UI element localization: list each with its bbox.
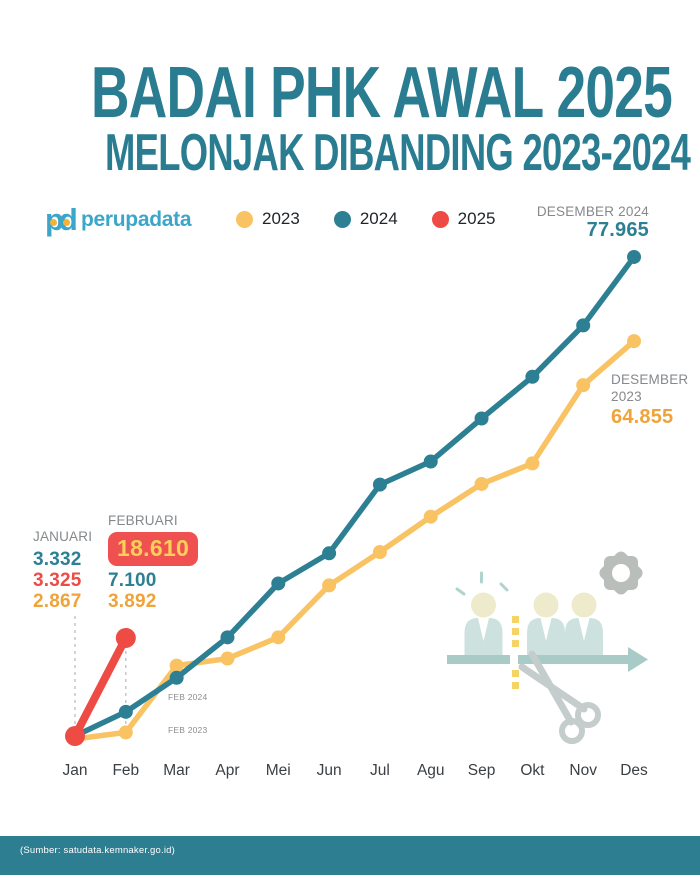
februari-annotation: FEBRUARI 18.610 7.100 3.892 xyxy=(108,512,199,612)
feb-2024-value: 7.100 xyxy=(108,570,157,591)
point-2024-Jun xyxy=(322,546,337,561)
point-2024-Jul xyxy=(372,477,387,492)
point-2023-Nov xyxy=(576,378,591,393)
point-2024-Nov xyxy=(576,318,591,333)
x-axis-label-feb: Feb xyxy=(112,762,140,779)
point-2024-Apr xyxy=(220,630,235,645)
legend-item-2025: 2025 xyxy=(431,209,495,229)
x-axis-label-des: Des xyxy=(620,762,648,779)
page-title-line2: MELONJAK DIBANDING 2023-2024 xyxy=(105,124,691,182)
point-2023-Jun xyxy=(322,578,337,593)
point-2024-Feb xyxy=(118,704,133,719)
desember-2023-annotation: DESEMBER 2023 64.855 xyxy=(611,372,689,428)
point-2023-Agu xyxy=(423,509,438,524)
point-2024-Sep xyxy=(474,411,489,426)
point-2023-Sep xyxy=(474,476,489,491)
cut-line-icon xyxy=(512,616,519,689)
x-axis-label-mei: Mei xyxy=(265,762,291,779)
x-axis-label-nov: Nov xyxy=(569,762,597,779)
scissors-icon xyxy=(518,650,601,744)
feb-2024-marker: FEB 2024 xyxy=(168,692,208,702)
footer-bar: (Sumber: satudata.kemnaker.go.id) xyxy=(0,836,700,875)
legend-item-2024: 2024 xyxy=(333,209,398,229)
jan-2023-value: 2.867 xyxy=(33,591,82,612)
point-2024-Mar xyxy=(169,670,184,685)
point-2023-Okt xyxy=(525,456,540,471)
januari-annotation: JANUARI 3.332 3.325 2.867 xyxy=(33,529,93,612)
brand-logo: pd perupadata xyxy=(45,202,192,237)
workers-icon xyxy=(464,592,603,655)
point-2023-Feb xyxy=(118,725,133,740)
x-axis-label-mar: Mar xyxy=(163,762,190,779)
brand-name: perupadata xyxy=(81,208,192,231)
page-title-line1: BADAI PHK AWAL 2025 xyxy=(91,53,673,133)
feb-2023-marker: FEB 2023 xyxy=(168,725,208,735)
point-2023-Mei xyxy=(271,630,286,645)
x-axis-label-okt: Okt xyxy=(520,762,545,779)
point-2024-Des xyxy=(627,249,642,264)
point-2024-Agu xyxy=(423,454,438,469)
legend-dot-2025 xyxy=(431,210,449,228)
feb-2025-highlight-badge: 18.610 xyxy=(108,532,199,566)
point-2023-Jul xyxy=(372,544,387,559)
x-axis-label-jan: Jan xyxy=(62,762,88,779)
feb-2025-value: 18.610 xyxy=(117,535,190,561)
legend-item-2023: 2023 xyxy=(236,209,300,229)
x-axis-label-apr: Apr xyxy=(215,762,240,779)
legend-dot-2024 xyxy=(333,210,351,228)
legend: 2023 2024 2025 xyxy=(236,209,495,229)
source-text: (Sumber: satudata.kemnaker.go.id) xyxy=(20,845,175,856)
jan-2025-value: 3.325 xyxy=(33,570,82,591)
legend-dot-2023 xyxy=(236,210,253,228)
point-2025-Feb xyxy=(115,627,136,648)
arrow-icon xyxy=(447,647,648,672)
gear-icon xyxy=(599,551,643,595)
x-axis: Jan Feb Mar Apr Mei Jun Jul Agu Sep Okt Nov Des xyxy=(0,762,700,784)
series-line-2023 xyxy=(72,338,637,742)
feb-2023-value: 3.892 xyxy=(108,591,157,612)
point-2024-Mei xyxy=(271,576,286,591)
dec-2023-value: 64.855 xyxy=(611,406,674,428)
x-axis-label-sep: Sep xyxy=(467,762,496,779)
layoff-illustration xyxy=(447,551,648,744)
desember-2024-annotation: DESEMBER 2024 77.965 xyxy=(536,204,649,241)
dec-2024-value: 77.965 xyxy=(586,219,649,241)
shock-lines-icon xyxy=(455,571,509,596)
point-2023-Des xyxy=(627,334,642,349)
x-axis-label-jun: Jun xyxy=(316,762,342,779)
point-2024-Okt xyxy=(525,369,540,384)
series-line-2024 xyxy=(72,254,637,739)
x-axis-label-agu: Agu xyxy=(416,762,445,779)
x-axis-label-jul: Jul xyxy=(369,762,390,779)
point-2023-Mar xyxy=(169,658,184,673)
point-2025-Jan xyxy=(65,726,85,747)
jan-2024-value: 3.332 xyxy=(33,549,82,570)
series-line-2025 xyxy=(71,633,130,741)
point-2023-Apr xyxy=(220,651,235,666)
pd-logo-icon: pd xyxy=(45,202,78,237)
